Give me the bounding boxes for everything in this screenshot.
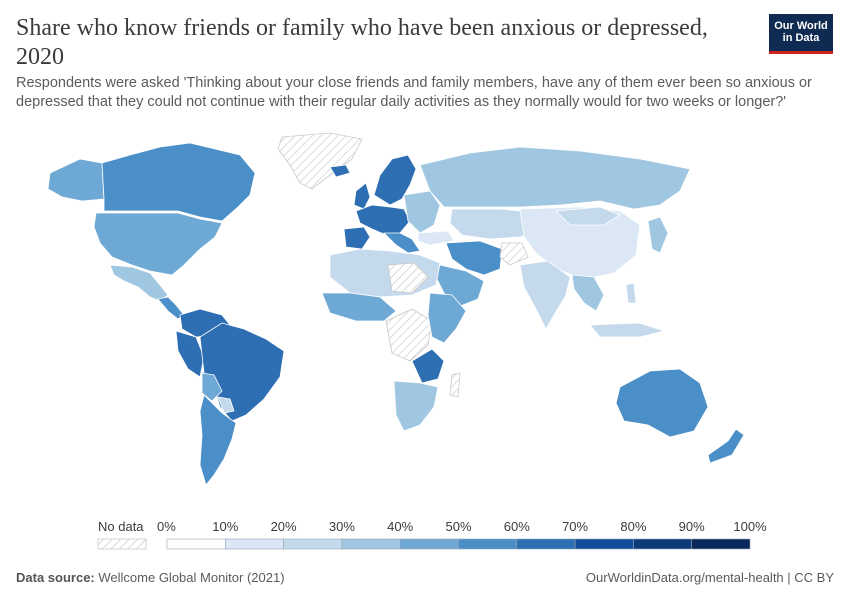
- legend-tick-3: 30%: [329, 519, 355, 534]
- country-afghanistan[interactable]: [499, 242, 529, 266]
- region-east-africa[interactable]: [427, 292, 467, 344]
- legend-tick-labels: 0% 10% 20% 30% 40% 50% 60% 70% 80% 90% 100%: [157, 519, 767, 534]
- owid-logo[interactable]: Our World in Data: [769, 14, 833, 54]
- region-sahara-no-data[interactable]: [387, 262, 429, 294]
- legend-bin-2[interactable]: [283, 538, 343, 550]
- footer-url[interactable]: OurWorldinData.org/mental-health | CC BY: [585, 570, 834, 585]
- country-bolivia[interactable]: [201, 372, 223, 402]
- country-argentina[interactable]: [199, 394, 237, 486]
- source-value[interactable]: Wellcome Global Monitor (2021): [98, 570, 285, 585]
- legend-color-bins: [166, 538, 751, 550]
- region-middle-east[interactable]: [445, 240, 503, 276]
- country-turkey[interactable]: [417, 230, 455, 246]
- country-usa[interactable]: [93, 212, 223, 276]
- region-iberia[interactable]: [343, 226, 371, 250]
- chart-subtitle: Respondents were asked 'Thinking about y…: [16, 75, 812, 110]
- country-philippines[interactable]: [625, 282, 637, 304]
- region-scandinavia[interactable]: [373, 154, 417, 206]
- map-legend: No data 0% 10% 20% 30% 40% 50% 60% 70% 80% 90% 100…: [97, 519, 767, 550]
- country-canada[interactable]: [101, 142, 256, 222]
- region-central-africa-no-data[interactable]: [385, 308, 433, 362]
- country-russia[interactable]: [419, 146, 691, 210]
- country-japan[interactable]: [647, 216, 669, 254]
- country-paraguay[interactable]: [217, 396, 235, 414]
- legend-bin-0[interactable]: [166, 538, 226, 550]
- region-southeast-asia[interactable]: [571, 274, 605, 312]
- legend-no-data-label: No data: [98, 519, 144, 534]
- region-southern-europe[interactable]: [383, 232, 421, 254]
- data-source: Data source: Wellcome Global Monitor (20…: [16, 570, 285, 585]
- country-madagascar[interactable]: [449, 372, 461, 398]
- legend-bin-7[interactable]: [574, 538, 634, 550]
- region-west-africa[interactable]: [321, 292, 397, 322]
- legend-no-data-swatch: [97, 538, 147, 550]
- legend-tick-10: 100%: [733, 519, 767, 534]
- legend-tick-0: 0%: [157, 519, 176, 534]
- country-iceland[interactable]: [329, 164, 351, 178]
- country-greenland[interactable]: [277, 132, 363, 190]
- legend-bin-1[interactable]: [225, 538, 284, 550]
- legend-tick-4: 40%: [387, 519, 413, 534]
- country-australia[interactable]: [615, 368, 709, 438]
- legend-bin-6[interactable]: [516, 538, 576, 550]
- logo-line-1: Our World: [774, 20, 828, 32]
- legend-bin-8[interactable]: [633, 538, 693, 550]
- legend-tick-7: 70%: [562, 519, 588, 534]
- legend-bin-5[interactable]: [458, 538, 518, 550]
- legend-bin-4[interactable]: [399, 538, 459, 550]
- legend-bin-3[interactable]: [341, 538, 401, 550]
- legend-tick-5: 50%: [445, 519, 471, 534]
- region-south-asia[interactable]: [519, 260, 571, 330]
- legend-tick-9: 90%: [679, 519, 705, 534]
- source-label: Data source:: [16, 570, 95, 585]
- legend-tick-2: 20%: [271, 519, 297, 534]
- legend-tick-8: 80%: [620, 519, 646, 534]
- world-map[interactable]: [0, 125, 850, 520]
- region-southern-africa[interactable]: [393, 380, 439, 432]
- country-usa-alaska[interactable]: [47, 158, 105, 202]
- region-western-europe[interactable]: [355, 204, 411, 236]
- legend-tick-1: 10%: [212, 519, 238, 534]
- region-southern-central-africa[interactable]: [411, 348, 445, 384]
- country-united-kingdom[interactable]: [353, 182, 371, 210]
- legend-tick-6: 60%: [504, 519, 530, 534]
- country-peru[interactable]: [175, 330, 205, 378]
- country-mongolia[interactable]: [555, 206, 621, 226]
- chart-title: Share who know friends or family who hav…: [16, 15, 708, 70]
- region-eastern-europe[interactable]: [403, 190, 441, 234]
- logo-line-2: in Data: [782, 32, 820, 44]
- country-new-zealand[interactable]: [707, 428, 745, 464]
- legend-bin-9[interactable]: [691, 538, 751, 550]
- region-indonesia[interactable]: [589, 322, 666, 338]
